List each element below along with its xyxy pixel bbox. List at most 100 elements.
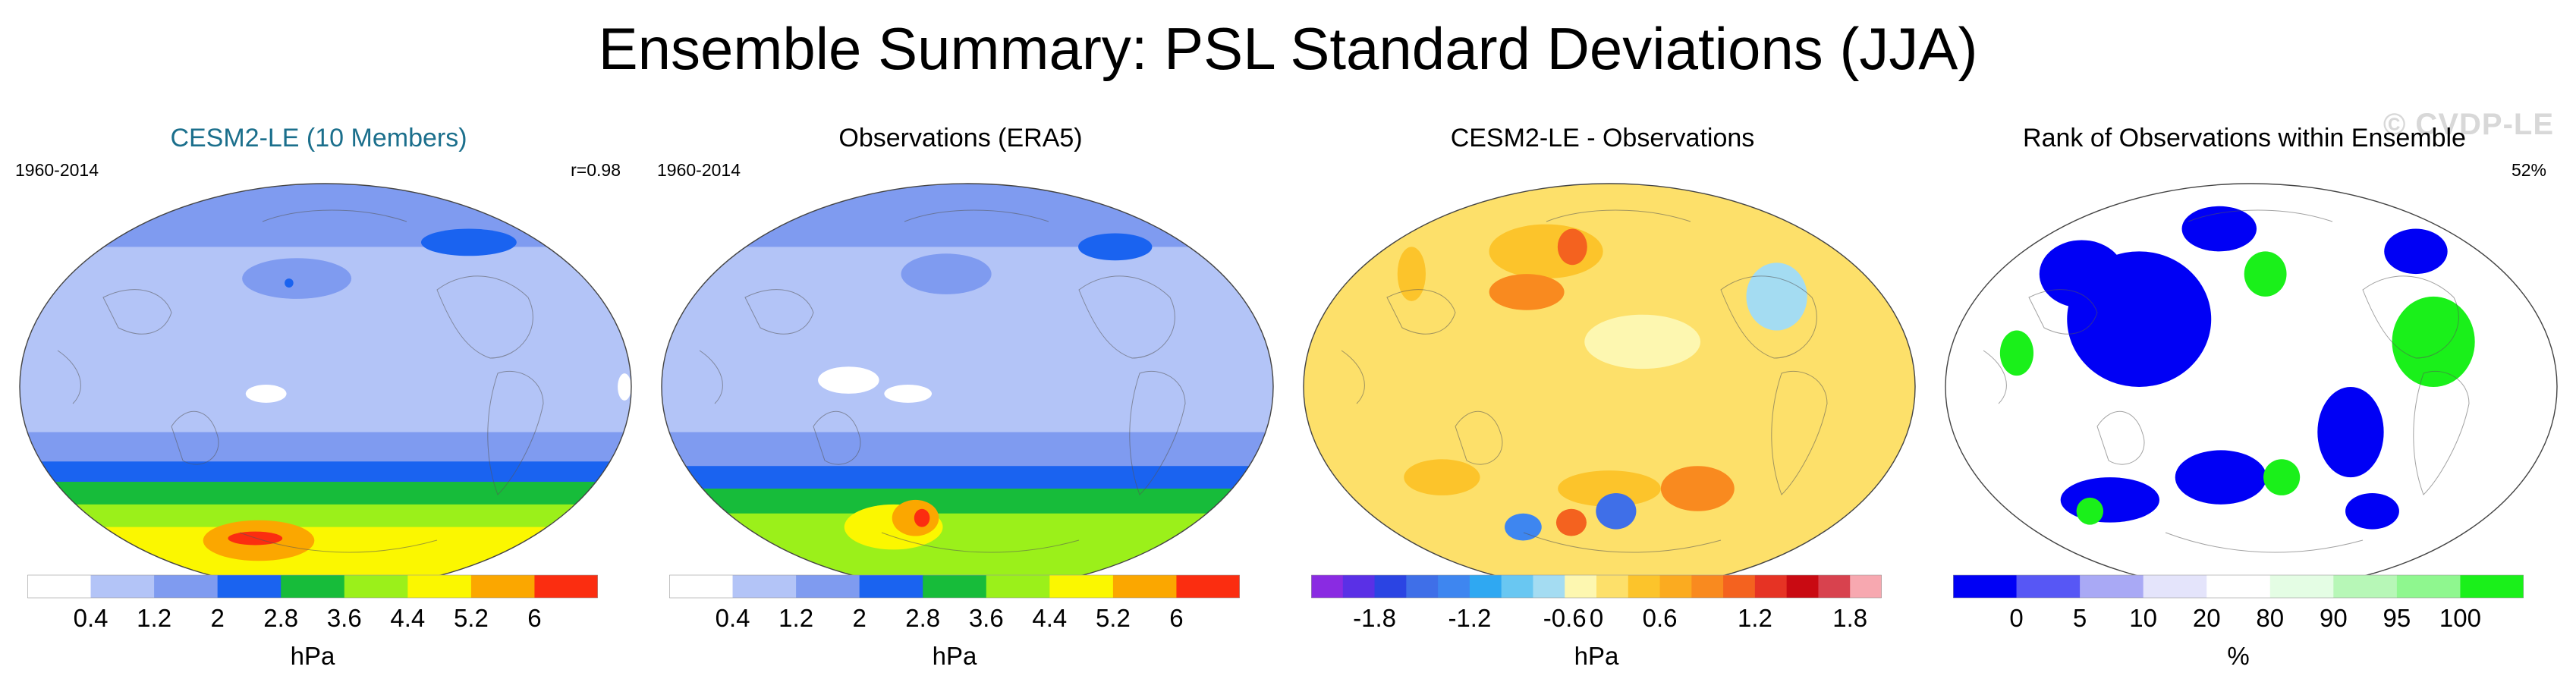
colorbar-box [281, 575, 345, 598]
colorbar-box [1691, 575, 1724, 598]
map-fill [662, 184, 1273, 590]
colorbar: 0 5 10 20 80 90 95 100 % [1953, 572, 2524, 670]
lat-band [662, 184, 1273, 247]
coastlines [699, 209, 1186, 553]
colorbar-box [470, 575, 535, 598]
watermark: © CVDP-LE [2383, 108, 2554, 141]
colorbar-tick-label: 1.2 [137, 604, 171, 632]
panel-title: CESM2-LE (10 Members) [170, 124, 467, 152]
panel-difference: CESM2-LE - Observations -1.8 -1.2 -0.6 0 0.6… [1284, 114, 1921, 676]
map-plot [1303, 183, 1916, 591]
colorbar-box [2206, 575, 2271, 598]
colorbar-box [1438, 575, 1470, 598]
colorbar-tick-label: 6 [527, 604, 541, 632]
colorbar-units: hPa [1574, 642, 1619, 670]
colorbar-tick-label: 0.4 [716, 604, 750, 632]
field-blob [901, 253, 992, 294]
colorbar-tick-label: 80 [2256, 604, 2284, 632]
field-blob [1557, 228, 1587, 266]
field-blob [285, 278, 294, 288]
field-blob [2039, 240, 2125, 308]
colorbar-box [1374, 575, 1407, 598]
colorbar-box [2080, 575, 2144, 598]
field-blob [1660, 466, 1735, 511]
colorbar-box [1953, 575, 2018, 598]
colorbar-box [1628, 575, 1661, 598]
field-blob [420, 228, 517, 256]
colorbar-box [534, 575, 598, 598]
lat-band [20, 461, 631, 483]
colorbar-box [923, 575, 987, 598]
map-plot [1945, 183, 2558, 591]
colorbar-tick-label: 10 [2129, 604, 2157, 632]
period-label: 1960-2014 [657, 160, 741, 180]
colorbar-box [1533, 575, 1565, 598]
map-fill [1945, 184, 2557, 590]
lat-band [20, 184, 631, 247]
field-blob [2317, 387, 2384, 478]
colorbar-box [1850, 575, 1882, 598]
colorbar-tick-label: 5.2 [1096, 604, 1131, 632]
colorbar-tick-label: 2 [210, 604, 224, 632]
period-label: 1960-2014 [15, 160, 99, 180]
colorbar-box [1501, 575, 1533, 598]
colorbar-tick-label: 1.2 [1738, 604, 1772, 632]
colorbar-tick-label: 95 [2383, 604, 2411, 632]
colorbar-tick-label: 3.6 [969, 604, 1004, 632]
colorbar-tick-label: 20 [2193, 604, 2221, 632]
field-blob [245, 385, 287, 403]
colorbar-tick-label: 2.8 [263, 604, 298, 632]
field-blob [1397, 247, 1426, 301]
field-blob [2175, 450, 2267, 505]
colorbar-tick-label: 4.4 [1032, 604, 1067, 632]
field-blob [242, 258, 352, 299]
coastlines [1341, 209, 1828, 553]
field-blob [1596, 492, 1637, 530]
lat-band [20, 296, 631, 433]
field-blob [1505, 513, 1542, 541]
colorbar-box [1176, 575, 1240, 598]
colorbar-box [2016, 575, 2081, 598]
colorbar-units: hPa [290, 642, 335, 670]
colorbar-box [2143, 575, 2207, 598]
colorbar-box [1112, 575, 1177, 598]
colorbar-box [1311, 575, 1344, 598]
colorbar-tick-label: 100 [2439, 604, 2481, 632]
panel-rank: © CVDP-LE Rank of Observations within En… [1926, 108, 2563, 676]
colorbar-box [732, 575, 797, 598]
colorbar-tick-label: 5.2 [454, 604, 489, 632]
colorbar-box [1786, 575, 1819, 598]
colorbar-box [2396, 575, 2461, 598]
colorbar-box [1754, 575, 1788, 598]
colorbar-tick-label: 2 [852, 604, 866, 632]
colorbar-tick-label: -1.8 [1353, 604, 1396, 632]
colorbar-box [986, 575, 1050, 598]
colorbar-svg: 0.4 1.2 2 2.8 3.6 4.4 5.2 6 [27, 574, 598, 632]
field-blob [2244, 251, 2287, 297]
field-blob [2263, 459, 2301, 495]
field-blob [1558, 470, 1661, 507]
colorbar-box [1723, 575, 1756, 598]
field-blob [1489, 274, 1565, 310]
colorbar-box [2269, 575, 2334, 598]
colorbar-box [796, 575, 860, 598]
colorbar-box [1469, 575, 1502, 598]
panel-title: CESM2-LE - Observations [1450, 124, 1755, 152]
colorbar-box [1406, 575, 1439, 598]
map-plot [661, 183, 1274, 591]
field-blob [2060, 477, 2159, 523]
lat-band [20, 482, 631, 505]
colorbar-box [859, 575, 923, 598]
field-blob [1078, 233, 1153, 261]
colorbar-box [344, 575, 408, 598]
field-blob [1584, 314, 1701, 369]
panel-title: Observations (ERA5) [838, 124, 1083, 152]
colorbar-tick-label: -1.2 [1448, 604, 1491, 632]
field-blob [618, 373, 631, 401]
panel-title: Rank of Observations within Ensemble [2023, 124, 2466, 152]
colorbar-tick-label: 90 [2320, 604, 2348, 632]
coastlines [57, 209, 544, 553]
colorbar-svg: -1.8 -1.2 -0.6 0 0.6 1.2 1.8 [1311, 574, 1882, 632]
lat-band [662, 432, 1273, 467]
colorbar-tick-label: 5 [2073, 604, 2087, 632]
